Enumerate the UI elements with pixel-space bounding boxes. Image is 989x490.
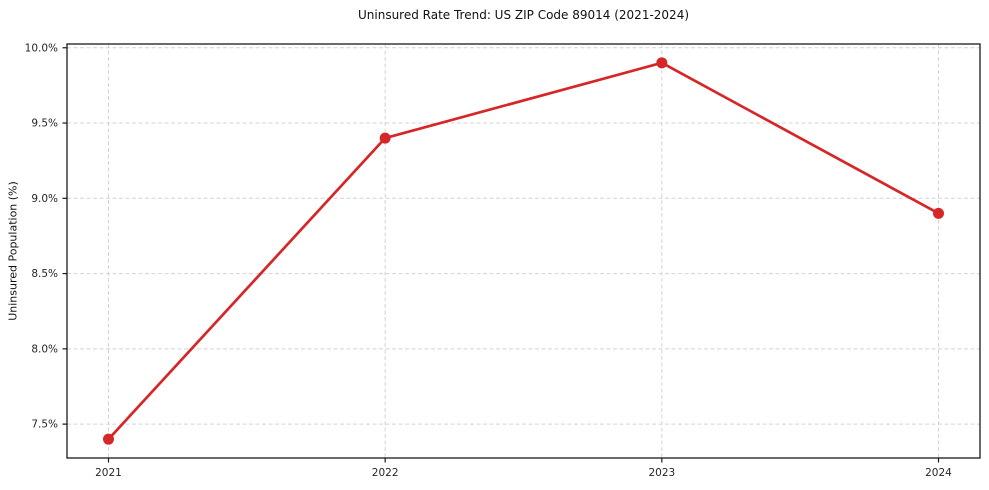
y-tick-label: 7.5%	[31, 419, 58, 431]
y-tick-label: 9.5%	[31, 118, 58, 130]
data-point	[933, 207, 944, 219]
y-tick-label: 8.5%	[31, 268, 58, 280]
x-tick-label: 2022	[372, 467, 399, 479]
chart-title: Uninsured Rate Trend: US ZIP Code 89014 …	[357, 8, 690, 22]
trend-line	[107, 61, 940, 441]
data-point	[103, 433, 114, 445]
y-tick-label: 8.0%	[31, 343, 58, 355]
data-point	[379, 132, 391, 144]
x-tick-label: 2023	[648, 467, 675, 479]
plot-border	[66, 43, 981, 459]
x-tick-label: 2021	[95, 467, 122, 479]
y-tick-label: 9.0%	[31, 193, 58, 205]
data-point	[656, 57, 668, 69]
y-tick-label: 10.0%	[25, 42, 58, 54]
x-tick-label: 2024	[925, 467, 952, 479]
